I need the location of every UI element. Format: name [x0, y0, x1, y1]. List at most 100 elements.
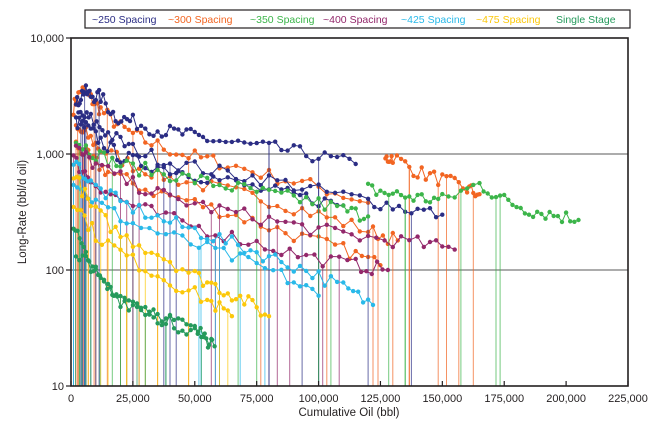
data-point: [188, 327, 193, 333]
data-point: [138, 163, 144, 169]
data-point: [192, 129, 197, 135]
data-point: [427, 206, 433, 211]
data-point: [248, 185, 253, 191]
data-point: [211, 183, 216, 189]
data-point: [297, 200, 303, 205]
data-point: [163, 232, 169, 237]
data-point: [427, 200, 433, 205]
data-point: [543, 216, 548, 221]
data-point: [122, 295, 127, 300]
data-point: [134, 153, 140, 158]
data-point: [304, 195, 309, 200]
data-point: [103, 189, 108, 194]
data-point: [83, 83, 89, 88]
data-point: [349, 192, 354, 197]
data-point: [440, 244, 445, 249]
data-point: [109, 148, 114, 153]
data-point: [143, 166, 148, 171]
data-point: [83, 249, 89, 255]
data-point: [110, 109, 116, 115]
data-point: [163, 210, 169, 215]
data-point: [188, 242, 193, 247]
data-point: [452, 195, 457, 200]
legend-box: [84, 9, 631, 29]
data-point: [260, 259, 266, 264]
data-point: [223, 186, 228, 191]
data-point: [186, 225, 191, 230]
data-point: [143, 187, 148, 192]
data-point: [229, 314, 235, 319]
data-point: [103, 133, 108, 138]
data-point: [124, 181, 129, 187]
data-point: [77, 101, 82, 106]
x-tick-label: 125,000: [361, 393, 401, 405]
data-point: [192, 268, 197, 274]
data-point: [266, 254, 272, 259]
data-point: [167, 283, 173, 288]
data-point: [174, 215, 179, 220]
data-point: [138, 305, 144, 310]
data-point: [217, 178, 222, 183]
data-point: [192, 285, 197, 290]
data-point: [110, 292, 115, 298]
data-point: [242, 166, 247, 171]
data-point: [167, 192, 173, 197]
data-point: [198, 180, 204, 185]
data-point: [205, 345, 211, 350]
data-point: [130, 203, 136, 209]
data-point: [174, 152, 179, 157]
y-tick-label: 10,000: [30, 33, 64, 45]
data-point: [89, 200, 95, 205]
data-point: [308, 213, 313, 219]
data-point: [198, 299, 204, 304]
data-point: [143, 160, 148, 166]
data-point: [349, 217, 354, 222]
data-point: [184, 332, 189, 337]
data-point: [328, 254, 334, 259]
legend-item-single-stage: Single Stage: [556, 14, 616, 26]
data-point: [122, 124, 127, 130]
x-tick-label: 225,000: [608, 393, 648, 405]
data-point: [283, 219, 288, 224]
data-point: [233, 297, 239, 302]
data-point: [341, 223, 346, 229]
data-point: [205, 280, 210, 285]
data-point: [93, 238, 99, 243]
data-point: [506, 197, 511, 202]
data-point: [297, 144, 303, 149]
data-point: [229, 229, 235, 235]
data-point: [77, 145, 82, 151]
data-point: [471, 182, 476, 188]
data-point: [283, 177, 288, 183]
data-point: [229, 298, 235, 303]
data-point: [138, 130, 144, 135]
data-point: [86, 123, 91, 128]
data-point: [411, 173, 416, 179]
data-point: [198, 155, 204, 160]
data-point: [155, 311, 160, 317]
data-point: [171, 326, 177, 331]
data-point: [372, 204, 377, 210]
data-point: [81, 244, 87, 250]
data-point: [118, 293, 123, 299]
data-point: [138, 123, 144, 128]
data-point: [103, 196, 108, 201]
data-point: [176, 330, 181, 335]
data-point: [378, 188, 383, 193]
data-point: [341, 153, 346, 158]
data-point: [254, 250, 259, 255]
data-point: [196, 132, 202, 138]
data-point: [103, 213, 108, 218]
data-point: [353, 248, 358, 254]
data-point: [285, 265, 290, 270]
data-point: [130, 299, 136, 304]
data-point: [180, 152, 185, 158]
data-point: [273, 139, 278, 144]
data-point: [372, 254, 377, 260]
data-point: [161, 147, 166, 152]
data-point: [205, 239, 210, 245]
data-point: [539, 211, 544, 217]
data-point: [328, 274, 334, 279]
data-point: [334, 279, 340, 285]
data-point: [250, 170, 255, 175]
